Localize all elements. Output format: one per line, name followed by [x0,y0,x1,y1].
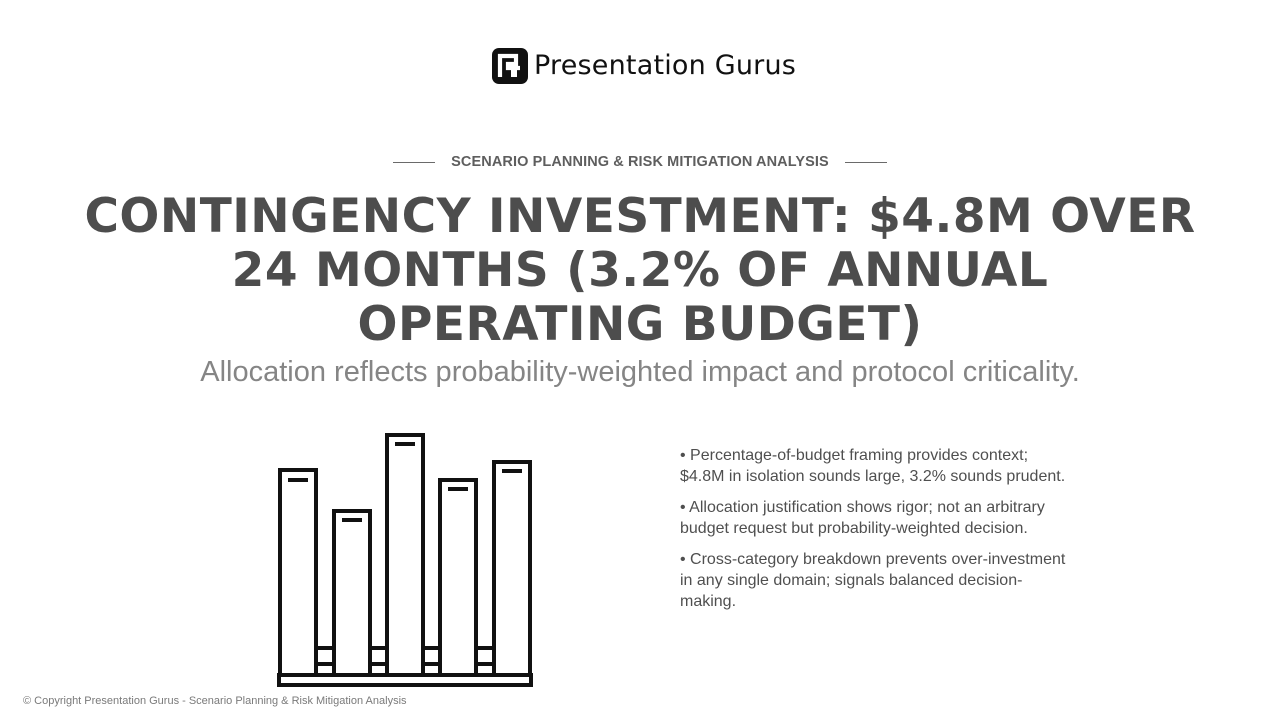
bullet-item: • Percentage-of-budget framing provides … [680,447,1066,485]
eyebrow-rule-right [844,161,887,163]
bar-chart-icon [277,433,533,687]
footer-copyright: © Copyright Presentation Gurus - Scenari… [23,695,407,707]
presentation-gurus-logo-mark-icon [492,48,528,84]
page-title: CONTINGENCY INVESTMENT: $4.8M OVER 24 MO… [84,189,1196,352]
brand-name: Presentation Gurus [534,50,797,81]
eyebrow-rule-left [393,161,436,163]
bullet-item: • Cross-category breakdown prevents over… [680,551,1066,610]
page-subtitle: Allocation reflects probability-weighted… [200,356,1080,388]
eyebrow-label: SCENARIO PLANNING & RISK MITIGATION ANAL… [451,154,829,170]
brand-logo: Presentation Gurus [492,47,796,85]
bullet-list: • Percentage-of-budget framing provides … [680,445,1075,622]
eyebrow: SCENARIO PLANNING & RISK MITIGATION ANAL… [0,152,1280,172]
bullet-item: • Allocation justification shows rigor; … [680,499,1045,537]
